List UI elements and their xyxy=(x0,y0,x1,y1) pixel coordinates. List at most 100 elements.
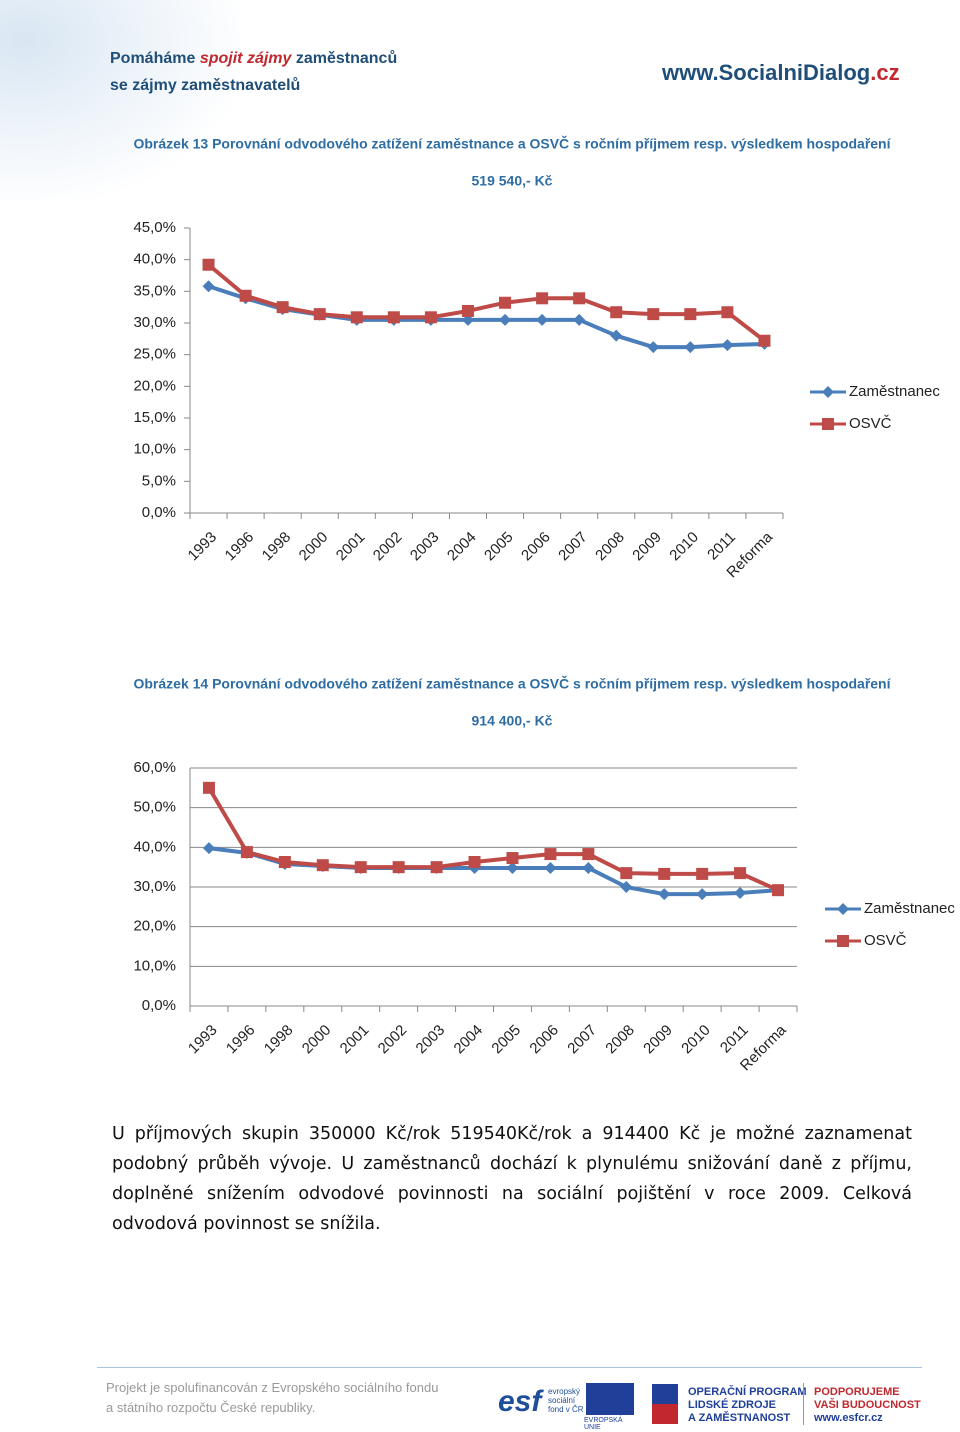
tagline-part: zaměstnanců xyxy=(295,50,398,67)
marker xyxy=(684,341,697,354)
marker xyxy=(620,881,633,893)
y-tick-label: 0,0% xyxy=(142,997,176,1014)
op-icon xyxy=(652,1384,678,1424)
y-tick-label: 30,0% xyxy=(133,314,176,331)
marker xyxy=(430,861,443,874)
y-tick-label: 35,0% xyxy=(133,282,176,299)
marker xyxy=(734,886,747,899)
marker xyxy=(758,334,771,347)
y-tick-label: 30,0% xyxy=(133,878,176,895)
esf-line: fond v ČR xyxy=(548,1405,584,1414)
series-line xyxy=(207,786,779,892)
marker xyxy=(573,313,586,326)
support-line: VAŠI BUDOUCNOST xyxy=(814,1399,921,1411)
marker xyxy=(202,258,215,271)
tagline: Pomáháme spojit zájmy zaměstnanců xyxy=(110,50,397,68)
x-tick-label: 2000 xyxy=(299,1022,335,1058)
marker xyxy=(721,306,734,319)
marker xyxy=(316,859,329,872)
marker xyxy=(573,292,586,305)
header-decor xyxy=(0,0,240,200)
y-tick-label: 60,0% xyxy=(133,759,176,776)
y-tick-label: 10,0% xyxy=(133,957,176,974)
marker xyxy=(239,289,252,302)
marker xyxy=(202,280,215,293)
chart-title: Obrázek 13 Porovnání odvodového zatížení… xyxy=(133,135,891,152)
x-tick-label: 2007 xyxy=(555,529,591,565)
y-tick-label: 45,0% xyxy=(133,219,176,236)
series-line xyxy=(207,263,766,343)
marker xyxy=(461,304,474,317)
x-tick-label: 1996 xyxy=(223,1022,259,1058)
marker xyxy=(684,308,697,321)
support-line: PODPORUJEME xyxy=(814,1386,900,1398)
legend-label: Zaměstnanec xyxy=(864,900,955,917)
marker xyxy=(822,386,834,398)
x-tick-label: 2009 xyxy=(640,1022,676,1058)
y-tick-label: 0,0% xyxy=(142,504,176,521)
marker xyxy=(276,301,289,314)
support-text: PODPORUJEME VAŠI BUDOUCNOST www.esfcr.cz xyxy=(814,1386,921,1425)
footer-text: Projekt je spolufinancován z Evropského … xyxy=(106,1378,438,1418)
marker xyxy=(499,313,512,326)
x-tick-label: 2007 xyxy=(564,1022,600,1058)
x-tick-label: 1993 xyxy=(185,1022,221,1058)
y-tick-label: 40,0% xyxy=(133,251,176,268)
x-tick-label: 2010 xyxy=(666,529,702,565)
series-line xyxy=(207,284,765,350)
divider xyxy=(803,1383,804,1425)
footer-line: a státního rozpočtu České republiky. xyxy=(106,1400,316,1415)
marker xyxy=(772,884,785,897)
marker xyxy=(202,781,215,794)
y-tick-label: 10,0% xyxy=(133,441,176,458)
site-link[interactable]: www.SocialniDialog.cz xyxy=(662,60,900,86)
x-tick-label: 2008 xyxy=(602,1022,638,1058)
paragraph: U příjmových skupin 350000 Kč/rok 519540… xyxy=(112,1124,912,1234)
marker xyxy=(658,888,671,901)
x-tick-label: 2003 xyxy=(407,529,443,565)
marker xyxy=(544,861,557,874)
x-tick-label: 2001 xyxy=(337,1022,373,1058)
marker xyxy=(647,308,660,321)
marker xyxy=(387,311,400,324)
support-line[interactable]: www.esfcr.cz xyxy=(814,1412,883,1424)
x-tick-label: 2004 xyxy=(451,1022,487,1058)
marker xyxy=(610,306,623,319)
marker xyxy=(499,296,512,309)
site-part: .cz xyxy=(870,60,900,85)
marker xyxy=(536,292,549,305)
marker xyxy=(734,867,747,880)
marker xyxy=(202,842,215,855)
x-tick-label: 2002 xyxy=(370,529,406,565)
x-tick-label: 2008 xyxy=(592,529,628,565)
legend-label: OSVČ xyxy=(864,932,907,949)
marker xyxy=(506,861,519,874)
op-line: OPERAČNÍ PROGRAM xyxy=(688,1386,807,1398)
x-tick-label: 2011 xyxy=(717,1022,752,1057)
x-tick-label: 2006 xyxy=(526,1022,562,1058)
marker xyxy=(582,861,595,874)
x-tick-label: 1993 xyxy=(185,529,221,565)
marker xyxy=(536,313,549,326)
chart-subtitle: 519 540,- Kč xyxy=(472,173,553,189)
x-tick-label: 1998 xyxy=(261,1022,297,1058)
tagline-part: Pomáháme xyxy=(110,50,196,67)
tagline2: se zájmy zaměstnavatelů xyxy=(110,77,301,94)
op-line: LIDSKÉ ZDROJE xyxy=(688,1399,777,1411)
marker xyxy=(658,867,671,880)
marker xyxy=(837,903,849,915)
marker xyxy=(506,852,519,865)
y-tick-label: 20,0% xyxy=(133,918,176,935)
esf-mark: esf xyxy=(498,1385,542,1418)
x-tick-label: 2003 xyxy=(413,1022,449,1058)
marker xyxy=(647,341,660,354)
tagline-part: spojit zájmy xyxy=(199,50,292,67)
x-tick-label: 1996 xyxy=(222,529,258,565)
legend-label: OSVČ xyxy=(849,415,892,432)
x-tick-label: 2005 xyxy=(481,529,517,565)
marker xyxy=(696,888,709,901)
x-tick-label: 2010 xyxy=(678,1022,714,1058)
y-tick-label: 25,0% xyxy=(133,346,176,363)
